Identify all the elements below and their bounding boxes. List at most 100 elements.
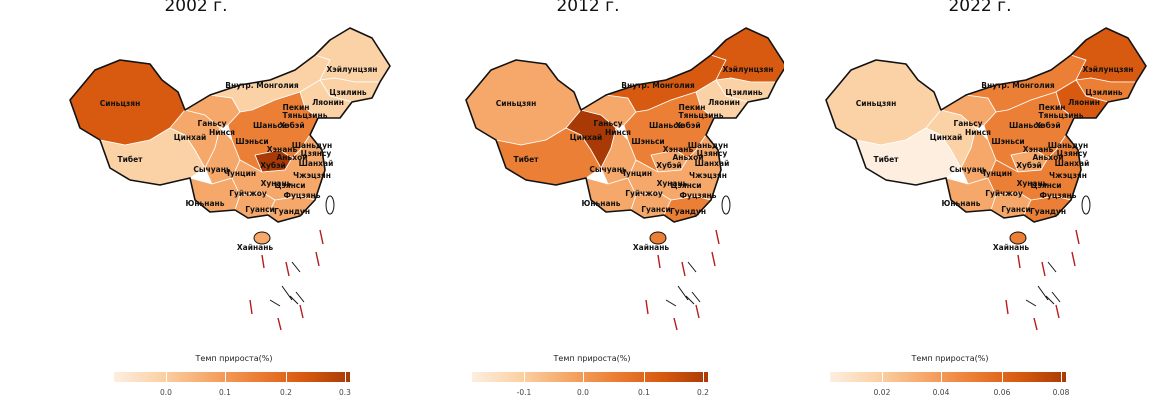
region-label: Внутр. Монголия	[981, 81, 1055, 90]
region-label: Хунань	[1017, 179, 1048, 188]
legend-tick-label: 0.1	[638, 388, 650, 397]
region-label: Шаньдун	[1048, 141, 1088, 150]
region-label: Гуандун	[1030, 207, 1066, 216]
china-map: Синьцзян Внутр. Монголия Хэйлунцзян Цзилинь…	[465, 27, 784, 331]
legend-tick-label: 0.2	[697, 388, 709, 397]
panel-title: 2012 г.	[556, 0, 620, 16]
region-label: Сычуань	[193, 165, 231, 174]
china-map: Синьцзян Внутр. Монголия Хэйлунцзян Цзилинь…	[69, 27, 391, 331]
region-label: Цинхай	[174, 133, 207, 142]
region-label: Пекин	[283, 103, 310, 112]
region-label: Фуцзянь	[284, 191, 321, 200]
region-label: Гуанси	[1001, 205, 1031, 214]
boundary-dash	[1041, 261, 1046, 277]
region-label: Шаньдун	[292, 141, 332, 150]
region-label: Синьцзян	[496, 99, 537, 108]
region-label: Цинхай	[930, 133, 963, 142]
legend-title: Темп прироста(%)	[911, 354, 989, 363]
region-label: Нинся	[605, 128, 631, 137]
boundary-dash	[711, 251, 716, 267]
island-mark	[1025, 299, 1037, 307]
boundary-dash	[681, 261, 686, 277]
legend-tick-mark	[644, 372, 645, 382]
legend-tick-label: 0.2	[280, 388, 292, 397]
region-label: Гуандун	[670, 207, 706, 216]
island-mark	[1047, 261, 1057, 273]
map-panel-2012: 2012 г. Синьцзян Внутр. Монголия Хэйлунцзя…	[392, 0, 784, 412]
panel-title: 2002 г.	[164, 0, 228, 16]
island-mark	[281, 285, 293, 301]
boundary-dash	[315, 251, 320, 267]
region-label: Хэнань	[663, 145, 694, 154]
legend-colorbar	[830, 372, 1066, 382]
boundary-dash	[277, 317, 282, 331]
legend-tick-mark	[286, 372, 287, 382]
island-mark	[677, 285, 689, 301]
region-label: Тяньцзинь	[679, 111, 724, 120]
region-label: Цзилинь	[329, 88, 367, 97]
island-mark	[269, 299, 281, 307]
map-panel-2002: 2002 г. Синьцзян Внутр. Монголия Хэйлунцзя…	[0, 0, 392, 412]
island-mark	[295, 291, 305, 303]
region-label: Шэньси	[631, 137, 664, 146]
region-label: Гуанси	[245, 205, 275, 214]
region-label: Цзянсу	[1057, 149, 1088, 158]
region-label: Шаньдун	[688, 141, 728, 150]
region-hainan	[649, 231, 667, 245]
legend-tick-label: 0.08	[1052, 388, 1070, 397]
region-label: Тибет	[873, 155, 899, 164]
country-outline	[825, 27, 1147, 223]
region-label: Тибет	[117, 155, 143, 164]
legend-tick-mark	[1002, 372, 1003, 382]
region-label: Чунцин	[980, 169, 1012, 178]
region-label: Синьцзян	[100, 99, 141, 108]
region-label: Чжэцзян	[689, 171, 727, 180]
region-label: Цзянси	[274, 181, 305, 190]
legend-tick-mark	[225, 372, 226, 382]
region-label: Шэньси	[991, 137, 1024, 146]
island-mark	[1045, 295, 1055, 305]
region-label: Цинхай	[570, 133, 603, 142]
region-label: Хунань	[261, 179, 292, 188]
island-mark	[685, 295, 695, 305]
region-label: Юньнань	[582, 199, 621, 208]
country-outline	[465, 27, 784, 223]
region-label: Цзилинь	[725, 88, 763, 97]
boundary-dash	[1005, 299, 1009, 315]
region-label: Тяньцзинь	[1039, 111, 1084, 120]
legend-ticks: 0.02 0.04 0.06 0.08	[830, 388, 1070, 400]
island-mark	[687, 261, 697, 273]
region-label: Фуцзянь	[1040, 191, 1077, 200]
region-label: Цзянсу	[301, 149, 332, 158]
region-label: Ляонин	[708, 98, 740, 107]
boundary-dash	[285, 261, 290, 277]
island-taiwan	[721, 195, 731, 215]
legend-ticks: 0.0 0.1 0.2 0.3	[114, 388, 351, 400]
island-mark	[289, 295, 299, 305]
region-label: Цзянсу	[697, 149, 728, 158]
region-label: Ганьсу	[953, 119, 982, 128]
region-label: Цзянси	[1030, 181, 1061, 190]
region-hainan	[1009, 231, 1027, 245]
region-label: Цзянси	[670, 181, 701, 190]
legend-colorbar	[472, 372, 708, 382]
region-label: Пекин	[1039, 103, 1066, 112]
region-label: Гуандун	[274, 207, 310, 216]
legend-tick-label: 0.0	[160, 388, 172, 397]
region-label: Чунцин	[224, 169, 256, 178]
boundary-dash	[249, 299, 253, 315]
region-label: Хэнань	[267, 145, 298, 154]
island-mark	[665, 299, 677, 307]
legend-tick-label: 0.02	[873, 388, 891, 397]
region-label: Аньхой	[673, 153, 704, 162]
boundary-dash	[715, 229, 720, 245]
legend-tick-label: 0.1	[219, 388, 231, 397]
region-label: Сычуань	[589, 165, 627, 174]
legend-tick-label: 0.04	[932, 388, 950, 397]
country-outline	[69, 27, 391, 223]
region-label: Тяньцзинь	[283, 111, 328, 120]
boundary-dash	[319, 229, 324, 245]
region-label: Хэбэй	[1035, 121, 1060, 130]
region-label: Чжэцзян	[293, 171, 331, 180]
region-label: Чунцин	[620, 169, 652, 178]
